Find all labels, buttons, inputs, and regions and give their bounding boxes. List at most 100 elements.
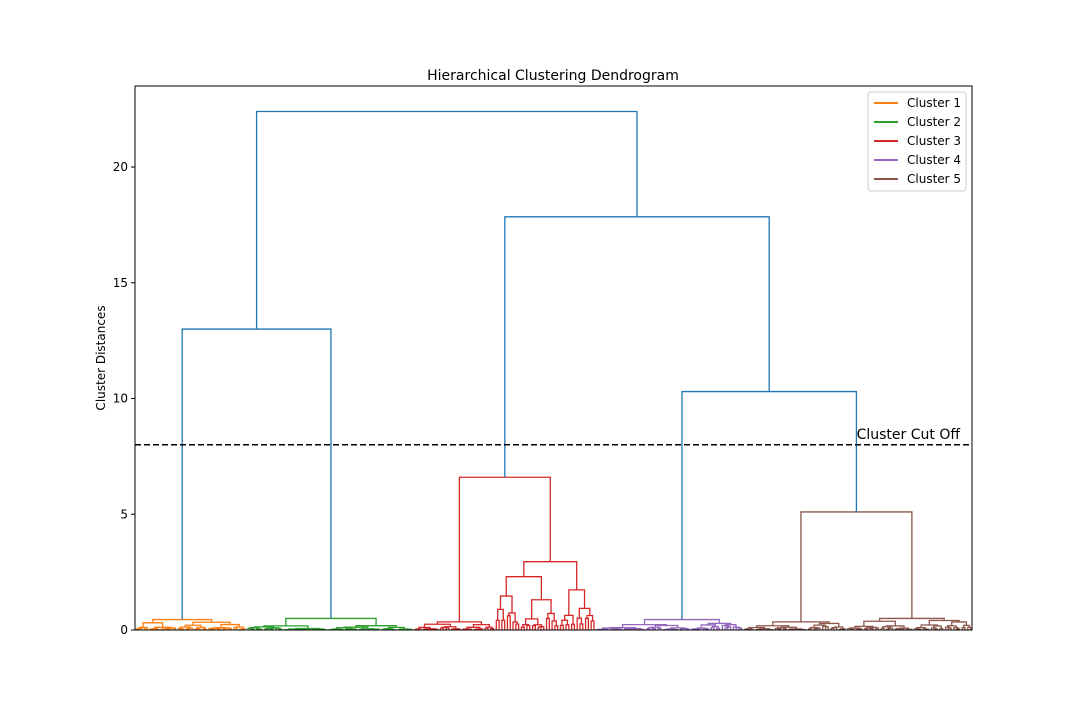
cluster-link bbox=[869, 628, 874, 630]
cluster-link bbox=[953, 626, 959, 630]
cluster-link bbox=[531, 625, 537, 630]
cluster-link bbox=[268, 627, 279, 629]
cluster-link bbox=[524, 618, 539, 625]
cluster-link bbox=[700, 624, 716, 629]
cluster-link bbox=[875, 627, 880, 630]
legend: Cluster 1 Cluster 2 Cluster 3 Cluster 4 Clus… bbox=[867, 91, 967, 192]
cluster-link bbox=[472, 623, 490, 628]
cluster-link bbox=[621, 623, 668, 628]
cluster-link bbox=[220, 623, 240, 628]
cutoff-group: Cluster Cut Off bbox=[135, 427, 972, 446]
legend-box bbox=[867, 91, 967, 192]
cluster-link bbox=[233, 627, 238, 630]
cluster-link bbox=[139, 626, 147, 629]
cluster-link bbox=[568, 589, 586, 616]
y-tick-label: 10 bbox=[113, 392, 128, 406]
cluster-link bbox=[166, 627, 175, 629]
legend-label: Cluster 4 bbox=[907, 153, 961, 167]
cluster-link bbox=[725, 626, 732, 630]
legend-label: Cluster 3 bbox=[907, 134, 961, 148]
cluster-link bbox=[854, 625, 874, 629]
legend-entry: Cluster 4 bbox=[874, 153, 961, 167]
cluster-link bbox=[578, 607, 591, 619]
cluster-link bbox=[485, 626, 493, 629]
merge-link bbox=[681, 390, 858, 620]
cluster-link bbox=[738, 627, 743, 630]
cluster-link bbox=[559, 624, 564, 630]
cluster-link bbox=[780, 626, 798, 629]
cutoff-label: Cluster Cut Off bbox=[857, 427, 961, 443]
cluster-link bbox=[724, 627, 729, 630]
cluster-link bbox=[495, 619, 500, 630]
cluster-link bbox=[710, 626, 715, 630]
cluster-link bbox=[551, 620, 557, 630]
cluster-link bbox=[822, 625, 828, 630]
cluster-link bbox=[520, 626, 525, 630]
cluster-link bbox=[565, 624, 570, 630]
cluster-link bbox=[240, 628, 246, 630]
cluster-link bbox=[497, 608, 504, 621]
cluster-link bbox=[234, 626, 244, 629]
cluster-link bbox=[515, 623, 520, 630]
cluster-link bbox=[361, 628, 375, 630]
legend-entry: Cluster 3 bbox=[874, 134, 961, 148]
cluster-link bbox=[185, 628, 191, 630]
cluster-link bbox=[681, 627, 689, 630]
cluster-link bbox=[564, 614, 574, 625]
cluster-link bbox=[501, 619, 506, 630]
y-axis-ticks: 0 5 10 15 20 bbox=[113, 160, 135, 637]
cluster-link bbox=[452, 628, 460, 630]
cluster-link bbox=[570, 623, 576, 630]
cluster-link bbox=[383, 628, 394, 630]
cluster-link bbox=[833, 626, 844, 629]
cluster-link bbox=[745, 628, 753, 630]
cluster-link bbox=[815, 627, 821, 630]
cluster-link bbox=[177, 627, 184, 630]
cluster-link bbox=[476, 628, 484, 630]
cluster-top-link bbox=[800, 511, 913, 622]
legend-entry: Cluster 5 bbox=[874, 172, 961, 186]
legend-label: Cluster 1 bbox=[907, 96, 961, 110]
legend-label: Cluster 5 bbox=[907, 172, 961, 186]
cluster-link bbox=[490, 628, 495, 630]
cluster-link bbox=[347, 628, 357, 630]
y-tick-label: 5 bbox=[120, 507, 128, 521]
merge-link bbox=[255, 110, 638, 330]
legend-entry: Cluster 2 bbox=[874, 115, 961, 129]
cluster-link bbox=[579, 623, 584, 630]
merge-link bbox=[504, 216, 770, 478]
y-tick-label: 20 bbox=[113, 160, 128, 174]
cluster-link bbox=[755, 625, 790, 628]
cluster-link bbox=[882, 626, 892, 629]
cluster-link bbox=[586, 614, 594, 621]
cluster-link bbox=[748, 626, 766, 629]
cluster-link bbox=[809, 626, 819, 629]
cluster-link bbox=[285, 617, 377, 626]
cluster-link bbox=[790, 628, 803, 630]
cluster-link bbox=[554, 625, 559, 630]
legend-entry: Cluster 1 bbox=[874, 96, 961, 110]
chart-title: Hierarchical Clustering Dendrogram bbox=[427, 68, 679, 84]
cluster-link bbox=[387, 626, 405, 630]
cluster-link bbox=[202, 628, 207, 630]
cluster-link bbox=[263, 625, 309, 629]
cluster-link bbox=[898, 627, 910, 630]
cluster-link bbox=[545, 617, 550, 630]
cluster-link bbox=[824, 626, 829, 630]
cluster-link bbox=[774, 627, 781, 630]
cluster-link bbox=[590, 620, 595, 630]
cluster-link bbox=[538, 625, 545, 630]
cluster-link bbox=[944, 626, 951, 630]
cluster-link bbox=[916, 627, 926, 630]
cluster-link bbox=[651, 628, 656, 630]
cluster-link bbox=[933, 628, 938, 630]
cluster-link bbox=[436, 621, 483, 625]
cluster-link bbox=[151, 628, 158, 630]
cluster-link bbox=[863, 628, 869, 630]
cluster-link bbox=[608, 627, 637, 629]
legend-label: Cluster 2 bbox=[907, 115, 961, 129]
cluster-link bbox=[506, 615, 511, 630]
cluster-link bbox=[533, 624, 543, 627]
